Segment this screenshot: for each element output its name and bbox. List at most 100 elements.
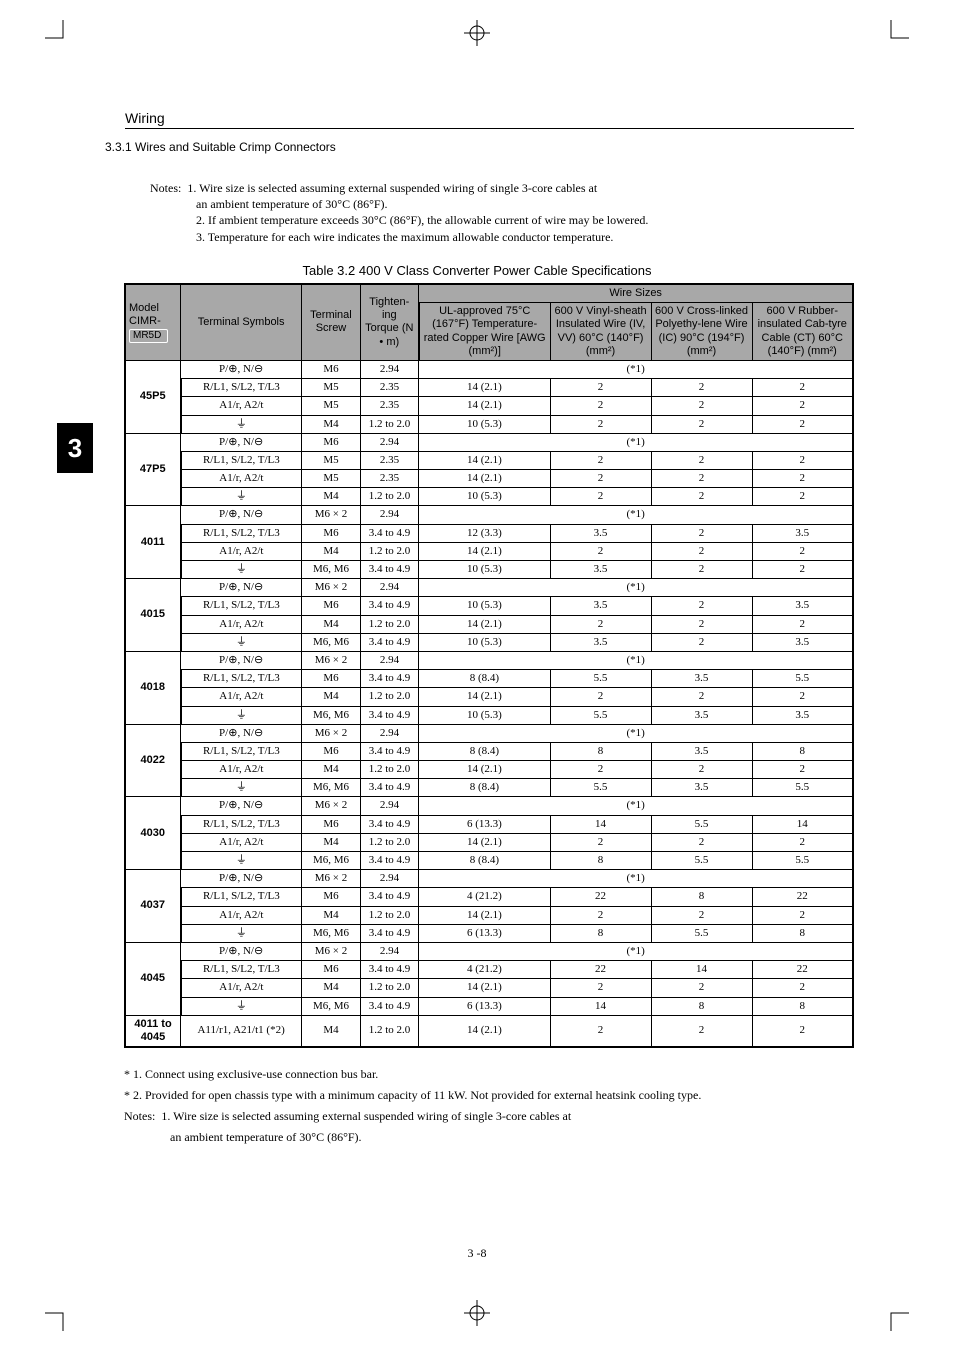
table-cell: 2 (752, 561, 853, 579)
table-cell: 3.4 to 4.9 (360, 779, 419, 797)
table-cell: 8 (752, 924, 853, 942)
table-cell: 10 (5.3) (419, 706, 550, 724)
table-cell: R/L1, S/L2, T/L3 (181, 379, 302, 397)
table-cell: 2 (651, 561, 752, 579)
table-cell: 2 (752, 488, 853, 506)
model-cell: 45P5 (125, 360, 181, 433)
table-cell: 3.5 (651, 779, 752, 797)
table-cell: M6 × 2 (302, 651, 361, 669)
note-text: 1. Wire size is selected assuming extern… (187, 181, 597, 195)
table-cell: 3.4 to 4.9 (360, 742, 419, 760)
table-cell: 3.4 to 4.9 (360, 706, 419, 724)
register-mark-icon (464, 1300, 490, 1331)
table-cell: 2 (651, 451, 752, 469)
table-cell: 3.4 to 4.9 (360, 924, 419, 942)
col-header: 600 V Rubber-insulated Cab-tyre Cable (C… (752, 303, 853, 361)
table-cell: A1/r, A2/t (181, 397, 302, 415)
col-header: Terminal Symbols (181, 284, 302, 360)
table-cell: 22 (550, 888, 651, 906)
table-cell: M6 (302, 670, 361, 688)
table-cell: 2 (651, 1015, 752, 1047)
crop-mark-icon (881, 1303, 909, 1331)
table-cell: M6 (302, 524, 361, 542)
table-cell: 2 (550, 833, 651, 851)
footnote: * 2. Provided for open chassis type with… (124, 1086, 854, 1104)
table-cell: M6 × 2 (302, 506, 361, 524)
table-cell: A1/r, A2/t (181, 542, 302, 560)
table-cell: A1/r, A2/t (181, 688, 302, 706)
table-cell: 4 (21.2) (419, 961, 550, 979)
table-cell: 3.5 (550, 561, 651, 579)
table-cell: 2 (651, 615, 752, 633)
table-cell: 2.94 (360, 724, 419, 742)
crop-mark-icon (45, 1303, 73, 1331)
table-cell: ⏚ (181, 415, 302, 433)
table-cell: 2 (651, 415, 752, 433)
table-cell: 1.2 to 2.0 (360, 979, 419, 997)
table-cell: 2 (550, 470, 651, 488)
table-cell: 2 (752, 397, 853, 415)
table-cell: R/L1, S/L2, T/L3 (181, 888, 302, 906)
table-cell: M5 (302, 451, 361, 469)
model-cell: 4045 (125, 942, 181, 1015)
table-cell: 2 (550, 688, 651, 706)
col-header: UL-approved 75°C (167°F) Temperature-rat… (419, 303, 550, 361)
table-cell: 8 (550, 852, 651, 870)
table-cell: 8 (651, 997, 752, 1015)
table-cell: A1/r, A2/t (181, 615, 302, 633)
table-cell: 14 (2.1) (419, 833, 550, 851)
table-cell: (*1) (419, 870, 853, 888)
table-cell: 2.94 (360, 579, 419, 597)
table-cell: 3.5 (550, 524, 651, 542)
table-cell: R/L1, S/L2, T/L3 (181, 670, 302, 688)
table-cell: 1.2 to 2.0 (360, 761, 419, 779)
table-cell: 1.2 to 2.0 (360, 488, 419, 506)
notes-label: Notes: (150, 181, 181, 195)
table-cell: 5.5 (550, 706, 651, 724)
table-cell: ⏚ (181, 633, 302, 651)
table-cell: 10 (5.3) (419, 561, 550, 579)
table-cell: 2.94 (360, 870, 419, 888)
crop-mark-icon (881, 20, 909, 48)
table-cell: A1/r, A2/t (181, 979, 302, 997)
col-header: Terminal Screw (302, 284, 361, 360)
table-cell: 10 (5.3) (419, 597, 550, 615)
table-cell: 3.5 (651, 670, 752, 688)
table-cell: 2.94 (360, 651, 419, 669)
table-cell: 2 (752, 833, 853, 851)
table-cell: P/⊕, N/⊖ (181, 797, 302, 815)
table-cell: P/⊕, N/⊖ (181, 651, 302, 669)
table-cell: A11/r1, A21/t1 (*2) (181, 1015, 302, 1047)
table-cell: 2 (651, 524, 752, 542)
table-cell: ⏚ (181, 924, 302, 942)
table-cell: 2.94 (360, 942, 419, 960)
table-cell: 2 (550, 415, 651, 433)
table-cell: A1/r, A2/t (181, 470, 302, 488)
top-notes: Notes: 1. Wire size is selected assuming… (150, 180, 854, 245)
table-cell: A1/r, A2/t (181, 761, 302, 779)
table-cell: P/⊕, N/⊖ (181, 360, 302, 378)
table-cell: 1.2 to 2.0 (360, 833, 419, 851)
table-cell: 3.5 (651, 742, 752, 760)
table-cell: 3.4 to 4.9 (360, 633, 419, 651)
table-cell: 4 (21.2) (419, 888, 550, 906)
note-text: 3. Temperature for each wire indicates t… (196, 230, 613, 244)
table-cell: 2 (752, 1015, 853, 1047)
table-cell: 3.5 (752, 633, 853, 651)
table-cell: M4 (302, 761, 361, 779)
table-cell: M5 (302, 470, 361, 488)
table-cell: 8 (8.4) (419, 670, 550, 688)
footnote: Notes: 1. Wire size is selected assuming… (124, 1107, 854, 1125)
table-cell: 3.4 to 4.9 (360, 852, 419, 870)
table-cell: M6, M6 (302, 997, 361, 1015)
table-cell: 2 (651, 833, 752, 851)
table-cell: 14 (2.1) (419, 688, 550, 706)
table-cell: M6, M6 (302, 706, 361, 724)
table-cell: 2 (752, 415, 853, 433)
table-cell: 10 (5.3) (419, 633, 550, 651)
table-cell: M6 (302, 433, 361, 451)
table-cell: 5.5 (651, 852, 752, 870)
table-cell: M6 (302, 742, 361, 760)
table-cell: M6 (302, 961, 361, 979)
table-cell: 1.2 to 2.0 (360, 542, 419, 560)
